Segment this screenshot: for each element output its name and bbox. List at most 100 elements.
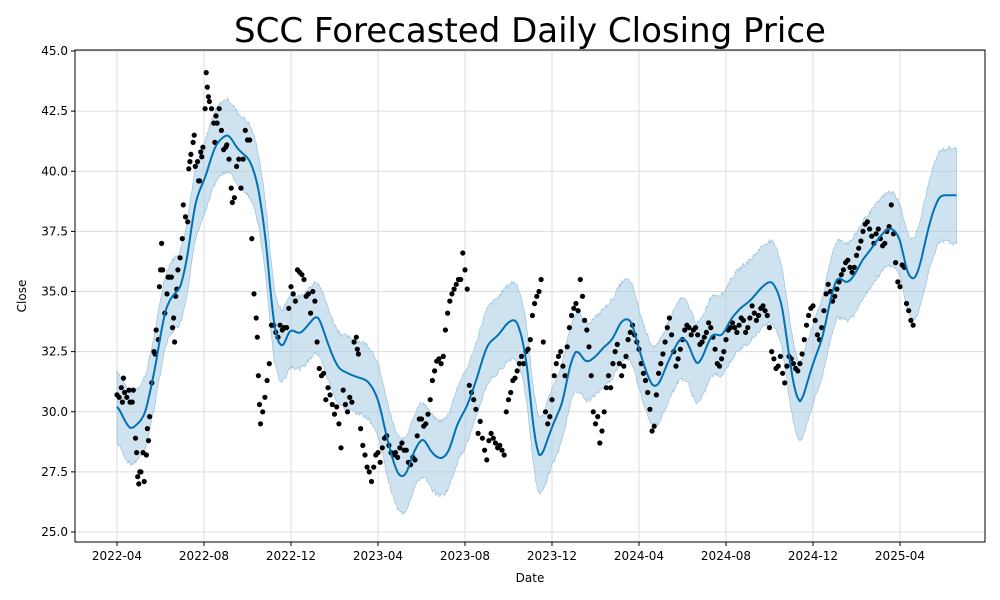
observed-point bbox=[238, 185, 244, 191]
observed-point bbox=[686, 325, 692, 331]
observed-point bbox=[118, 385, 124, 391]
observed-point bbox=[784, 363, 790, 369]
observed-point bbox=[206, 98, 212, 105]
observed-point bbox=[577, 276, 583, 283]
observed-point bbox=[342, 401, 348, 408]
observed-point bbox=[775, 363, 781, 369]
observed-point bbox=[882, 240, 888, 246]
observed-point bbox=[200, 144, 206, 150]
observed-point bbox=[516, 361, 523, 367]
observed-point bbox=[198, 149, 204, 155]
observed-point bbox=[699, 339, 705, 345]
observed-point bbox=[753, 317, 760, 323]
observed-point bbox=[312, 298, 318, 304]
observed-point bbox=[445, 310, 451, 316]
observed-point bbox=[555, 353, 562, 359]
observed-point bbox=[124, 394, 130, 400]
observed-point bbox=[547, 414, 553, 420]
observed-point bbox=[658, 361, 664, 367]
observed-point bbox=[171, 315, 177, 321]
observed-point bbox=[569, 312, 575, 319]
y-axis: 25.0 27.5 30.0 32.5 35.0 37.5 40.0 42.5 45.0 bbox=[41, 44, 75, 539]
observed-point bbox=[403, 447, 409, 453]
observed-point bbox=[734, 329, 740, 335]
observed-point bbox=[379, 445, 385, 451]
observed-point bbox=[666, 315, 673, 321]
observed-point bbox=[512, 375, 518, 381]
observed-point bbox=[423, 421, 429, 427]
observed-point bbox=[242, 127, 248, 133]
chart-title: SCC Forecasted Daily Closing Price bbox=[234, 11, 826, 51]
x-tick-label: 2022-04 bbox=[92, 549, 142, 563]
observed-point bbox=[795, 368, 801, 374]
observed-point bbox=[143, 452, 149, 458]
observed-point bbox=[688, 332, 694, 338]
observed-point bbox=[159, 240, 165, 246]
observed-point bbox=[590, 409, 596, 415]
observed-point bbox=[160, 267, 166, 273]
observed-point bbox=[858, 238, 864, 244]
observed-point bbox=[329, 401, 335, 408]
observed-point bbox=[542, 409, 549, 415]
observed-point bbox=[545, 421, 551, 427]
observed-point bbox=[116, 394, 122, 400]
observed-point bbox=[479, 435, 485, 441]
observed-point bbox=[351, 339, 357, 345]
observed-point bbox=[558, 349, 564, 355]
observed-point bbox=[564, 344, 570, 350]
observed-point bbox=[240, 156, 246, 162]
observed-point bbox=[708, 325, 714, 331]
observed-point bbox=[503, 409, 509, 415]
observed-point bbox=[197, 178, 203, 184]
observed-point bbox=[425, 411, 431, 417]
observed-point bbox=[727, 325, 734, 331]
observed-point bbox=[619, 373, 625, 379]
observed-point bbox=[336, 421, 342, 427]
y-tick-label: 27.5 bbox=[41, 465, 68, 479]
observed-point bbox=[364, 464, 370, 470]
observed-point bbox=[262, 394, 268, 400]
observed-point bbox=[612, 349, 618, 355]
observed-point bbox=[836, 279, 842, 285]
observed-point bbox=[392, 450, 398, 456]
observed-point bbox=[749, 303, 755, 309]
observed-point bbox=[412, 457, 418, 463]
observed-point bbox=[188, 151, 194, 157]
observed-point bbox=[190, 139, 196, 145]
x-tick-label: 2022-08 bbox=[179, 549, 229, 563]
y-tick-label: 37.5 bbox=[41, 224, 68, 238]
observed-point bbox=[762, 308, 768, 314]
observed-point bbox=[375, 450, 381, 456]
observed-point bbox=[534, 293, 540, 299]
observed-point bbox=[756, 312, 762, 319]
observed-point bbox=[418, 416, 425, 422]
observed-point bbox=[910, 322, 916, 328]
observed-point bbox=[305, 291, 311, 297]
observed-point bbox=[475, 430, 481, 436]
observed-points bbox=[114, 70, 916, 487]
observed-point bbox=[427, 397, 433, 403]
observed-point bbox=[610, 361, 616, 367]
observed-point bbox=[608, 385, 614, 391]
observed-point bbox=[903, 300, 910, 307]
observed-point bbox=[147, 414, 153, 420]
observed-point bbox=[703, 329, 710, 335]
observed-point bbox=[492, 440, 498, 446]
observed-point bbox=[251, 291, 257, 297]
observed-point bbox=[706, 320, 712, 326]
observed-point bbox=[395, 454, 401, 460]
observed-point bbox=[893, 260, 899, 266]
observed-point bbox=[625, 337, 631, 343]
observed-point bbox=[205, 94, 211, 100]
observed-point bbox=[172, 339, 178, 345]
observed-point bbox=[462, 267, 468, 273]
observed-point bbox=[645, 389, 651, 396]
observed-point bbox=[623, 353, 629, 359]
observed-point bbox=[473, 406, 479, 412]
observed-point bbox=[156, 284, 162, 290]
observed-point bbox=[321, 370, 327, 376]
observed-point bbox=[132, 435, 139, 441]
observed-point bbox=[895, 279, 901, 285]
observed-point bbox=[429, 377, 435, 384]
